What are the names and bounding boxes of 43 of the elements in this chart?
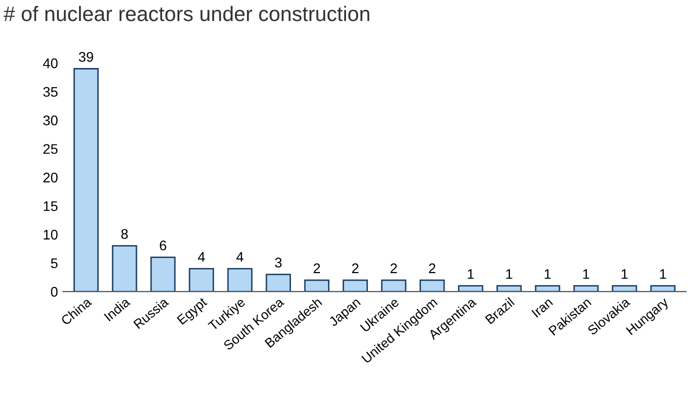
y-tick-label: 35 bbox=[43, 86, 58, 97]
y-tick-label: 10 bbox=[44, 230, 58, 240]
y-tick-label: 25 bbox=[43, 144, 58, 154]
bar bbox=[458, 285, 484, 292]
data-label: 2 bbox=[314, 263, 320, 274]
data-label: 2 bbox=[352, 263, 358, 274]
data-label: 1 bbox=[622, 269, 628, 279]
y-tick-label: 0 bbox=[50, 286, 58, 297]
data-label: 39 bbox=[78, 52, 94, 62]
data-label: 8 bbox=[121, 229, 128, 239]
data-label: 1 bbox=[468, 269, 474, 279]
data-label: 2 bbox=[390, 263, 397, 274]
data-label: 4 bbox=[236, 252, 244, 262]
data-label: 1 bbox=[660, 269, 666, 279]
bar bbox=[266, 274, 291, 292]
bar bbox=[650, 285, 676, 292]
bar bbox=[496, 285, 522, 292]
bar bbox=[534, 285, 560, 292]
bar bbox=[304, 279, 330, 292]
bar bbox=[420, 279, 445, 292]
bar bbox=[188, 268, 214, 292]
data-label: 1 bbox=[506, 269, 512, 279]
bar bbox=[573, 285, 599, 292]
y-tick-label: 5 bbox=[50, 258, 58, 268]
bar bbox=[150, 256, 176, 292]
chart-title: # of nuclear reactors under construction bbox=[4, 6, 370, 22]
data-label: 1 bbox=[544, 269, 551, 279]
y-tick-label: 30 bbox=[43, 116, 58, 126]
bar bbox=[112, 245, 138, 292]
y-tick-label: 40 bbox=[43, 58, 58, 68]
y-tick-label: 20 bbox=[43, 172, 58, 182]
y-tick-label: 15 bbox=[44, 201, 58, 212]
bar bbox=[612, 285, 638, 292]
bar bbox=[381, 279, 406, 292]
data-label: 1 bbox=[583, 269, 590, 279]
data-label: 2 bbox=[429, 263, 436, 274]
x-tick-label: India bbox=[104, 296, 131, 322]
bar bbox=[227, 268, 253, 292]
bar bbox=[342, 279, 368, 292]
bar bbox=[73, 68, 99, 292]
data-label: 3 bbox=[275, 258, 282, 268]
data-label: 4 bbox=[198, 252, 205, 262]
data-label: 6 bbox=[160, 240, 166, 250]
